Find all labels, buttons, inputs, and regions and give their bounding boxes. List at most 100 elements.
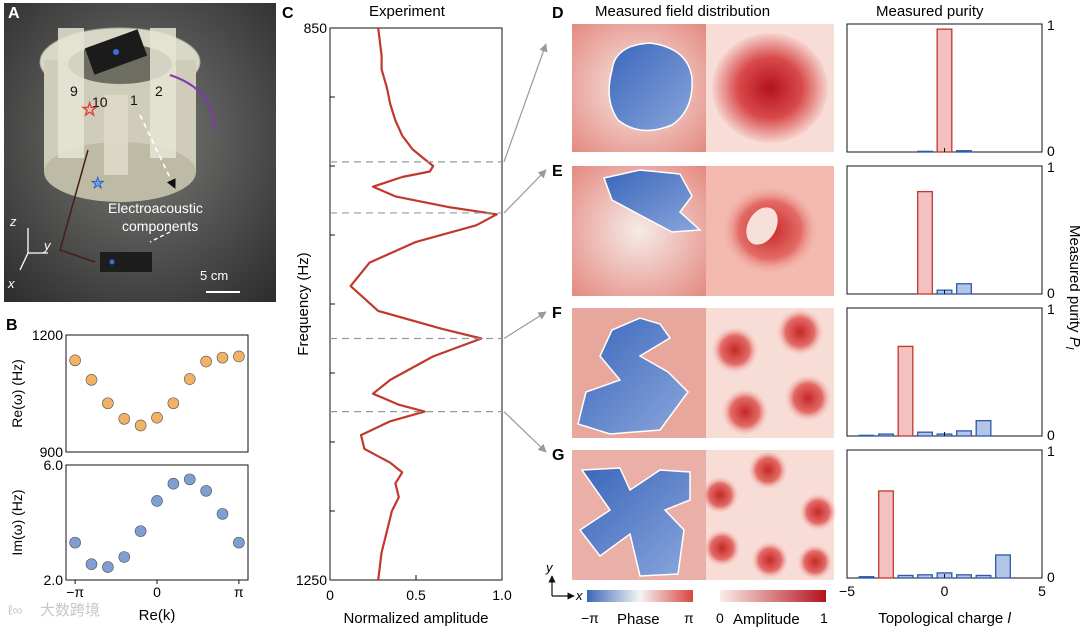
- xtick-label: π: [234, 584, 244, 600]
- b-bottom-chart: 6.0 2.0 Im(ω) (Hz) −π 0 π Re(k): [9, 457, 245, 624]
- panel-c: C Experiment 0 0.5 1.0 850 1250 Frequency (Hz…: [282, 3, 512, 627]
- amp-max-label: 1: [820, 610, 828, 626]
- spectrum-line: [349, 27, 498, 581]
- scatter-point: [134, 419, 147, 432]
- purity-title: Measured purity: [876, 3, 984, 20]
- phase-min-label: −π: [581, 610, 599, 626]
- amp-blob: [776, 308, 824, 356]
- ytick-label: 0: [1047, 285, 1055, 301]
- xtick-label: 0.5: [406, 587, 426, 603]
- scatter-point: [183, 373, 196, 385]
- amp-blob: [751, 541, 789, 579]
- c-frame: [329, 27, 503, 581]
- label-cell-1: 1: [130, 92, 138, 108]
- map-e: E: [552, 163, 834, 296]
- purity-bar: [858, 434, 875, 437]
- map-axis-x-label: x: [575, 588, 583, 603]
- scatter-point: [102, 397, 114, 410]
- label-cell-2: 2: [155, 83, 163, 99]
- amp-blob: [799, 493, 837, 531]
- panel-c-title: Experiment: [369, 3, 446, 20]
- guide-arrow: [503, 311, 547, 340]
- xtick-label: 5: [1038, 583, 1046, 599]
- scatter-point: [69, 536, 81, 549]
- purity-bar: [917, 574, 933, 579]
- guide-arrow: [503, 169, 547, 214]
- amp-blob: [701, 476, 739, 514]
- scatter-point: [134, 525, 147, 537]
- amp-blob: [748, 450, 788, 490]
- purity-bar: [917, 431, 933, 437]
- scatter-point: [85, 558, 98, 570]
- components-label-line2: components: [122, 218, 198, 234]
- purity-frame: [846, 165, 1043, 295]
- ytick-label: 0: [1047, 569, 1055, 585]
- purity-bar: [858, 576, 875, 579]
- acoustic-device-illustration: [39, 27, 216, 272]
- phase-label: Phase: [617, 611, 660, 628]
- phase-max-label: π: [684, 610, 694, 626]
- scale-bar-label: 5 cm: [200, 268, 228, 283]
- purity-bar: [936, 28, 953, 153]
- x-axis-label: Re(k): [139, 607, 176, 624]
- amp-label: Amplitude: [733, 611, 800, 628]
- dashed-arrow: [139, 114, 176, 189]
- amp-blob: [712, 33, 828, 143]
- scatter-point: [183, 473, 196, 486]
- ytick-label: 2.0: [44, 572, 64, 588]
- purity-bar: [878, 433, 894, 437]
- phase-region-e: [603, 169, 702, 233]
- xtick-label: 0: [941, 583, 949, 599]
- phase-region-f: [577, 317, 689, 435]
- purity-frame: [846, 449, 1043, 579]
- panel-b: B 1200 900 Re(ω) (Hz) 6.0 2.0 Im(ω) (Hz) −π 0 π…: [6, 317, 249, 624]
- ytick-label: 1: [1047, 17, 1055, 33]
- amplitude-colorbar: [720, 590, 826, 602]
- guide-lines: [330, 43, 548, 453]
- scatter-point: [118, 413, 131, 425]
- scatter-point: [167, 477, 180, 490]
- panel-d-letter: D: [552, 5, 564, 22]
- xtick-label: 1.0: [492, 587, 512, 603]
- panel-a-letter: A: [8, 5, 20, 22]
- b-top-chart: 1200 900 Re(ω) (Hz): [9, 327, 245, 460]
- amp-min-label: 0: [716, 610, 724, 626]
- panel-c-letter: C: [282, 5, 294, 22]
- amp-blob: [797, 544, 833, 580]
- amp-blob: [784, 374, 832, 422]
- axes-triad: [19, 228, 48, 271]
- c-chart: 0 0.5 1.0 850 1250 Frequency (Hz) Normalized a…: [295, 20, 512, 627]
- guide-arrow: [503, 43, 548, 163]
- label-cell-10: 10: [92, 94, 108, 110]
- guide-arrow: [503, 411, 547, 453]
- xtick-label: 0: [326, 587, 334, 603]
- colorbars: y x −π Phase π 0 Amplitude 1: [545, 560, 828, 628]
- amp-center: [746, 207, 778, 245]
- amp-blob: [721, 388, 769, 436]
- scatter-point: [167, 397, 180, 410]
- scatter-point: [233, 350, 245, 363]
- purity-bar: [897, 345, 914, 437]
- x-axis-label: Normalized amplitude: [343, 610, 488, 627]
- panel-f-letter: F: [552, 305, 562, 322]
- panel-d-header: D Measured field distribution Measured p…: [552, 3, 984, 22]
- purity-bar: [995, 554, 1011, 579]
- purity-bar: [897, 574, 914, 579]
- watermark-icon: ℓ∞: [8, 602, 23, 618]
- purity-bar: [956, 574, 972, 579]
- axis-z-label: z: [9, 214, 17, 229]
- purity-ylabel: Measured purity Pl: [1063, 225, 1080, 350]
- field-title: Measured field distribution: [595, 3, 770, 20]
- ytick-label: 900: [40, 444, 64, 460]
- y-axis-label: Im(ω) (Hz): [9, 489, 25, 555]
- map-axis-y-label: y: [545, 560, 554, 575]
- scatter-point: [233, 536, 245, 549]
- phase-colorbar: [587, 590, 693, 602]
- scatter-point: [151, 495, 163, 507]
- ytick-label: 1: [1047, 159, 1055, 175]
- y-axis-label: Re(ω) (Hz): [9, 359, 25, 427]
- panel-a: A 9 10 1 2 ★ ★ Electroacoustic component…: [4, 3, 276, 302]
- ytick-label: 1: [1047, 301, 1055, 317]
- red-star-icon: ★: [82, 100, 97, 119]
- scatter-point: [216, 508, 229, 520]
